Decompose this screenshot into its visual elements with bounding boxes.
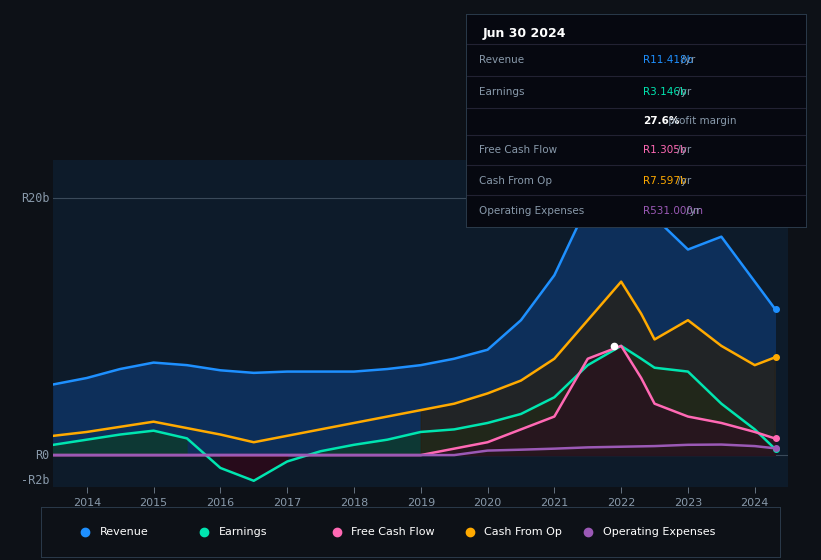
Text: R0: R0 <box>35 449 50 461</box>
Text: Cash From Op: Cash From Op <box>484 527 562 537</box>
Text: R11.418b: R11.418b <box>643 55 693 65</box>
Text: Jun 30 2024: Jun 30 2024 <box>483 27 566 40</box>
Text: R20b: R20b <box>21 192 50 204</box>
Text: Revenue: Revenue <box>479 55 525 65</box>
Text: /yr: /yr <box>674 176 691 186</box>
Text: R531.000m: R531.000m <box>643 206 703 216</box>
Text: profit margin: profit margin <box>665 116 736 127</box>
Text: /yr: /yr <box>678 55 695 65</box>
Text: 27.6%: 27.6% <box>643 116 679 127</box>
Text: R7.597b: R7.597b <box>643 176 686 186</box>
Text: Operating Expenses: Operating Expenses <box>479 206 585 216</box>
Text: R1.305b: R1.305b <box>643 145 686 155</box>
Text: /yr: /yr <box>674 87 691 97</box>
Text: Revenue: Revenue <box>100 527 149 537</box>
Text: /yr: /yr <box>674 145 691 155</box>
Text: Free Cash Flow: Free Cash Flow <box>479 145 557 155</box>
Text: Free Cash Flow: Free Cash Flow <box>351 527 435 537</box>
Text: Earnings: Earnings <box>218 527 267 537</box>
Text: R3.146b: R3.146b <box>643 87 686 97</box>
Text: /yr: /yr <box>682 206 699 216</box>
Text: Operating Expenses: Operating Expenses <box>603 527 715 537</box>
Text: -R2b: -R2b <box>21 474 50 487</box>
Text: Earnings: Earnings <box>479 87 525 97</box>
Text: Cash From Op: Cash From Op <box>479 176 553 186</box>
